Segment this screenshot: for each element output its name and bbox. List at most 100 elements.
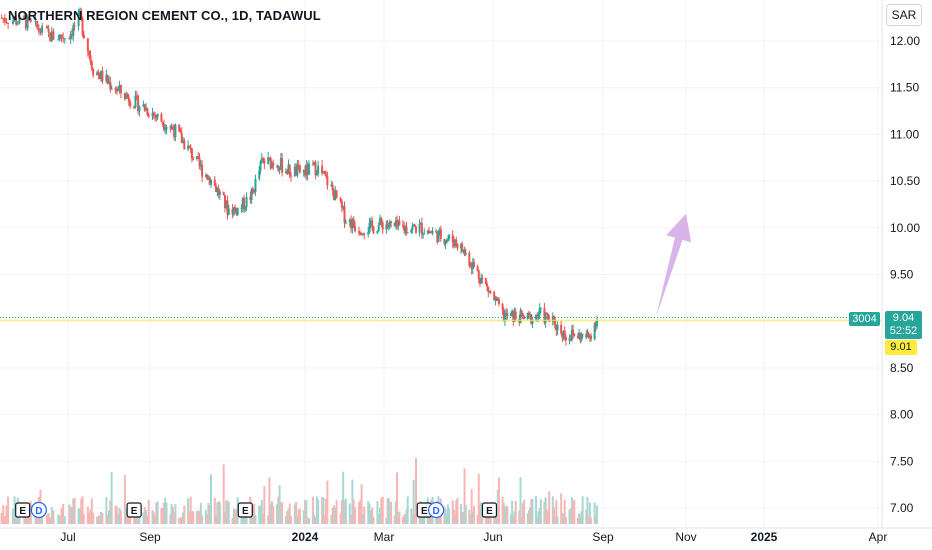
volume-bar <box>461 511 464 524</box>
price-axis[interactable]: 12.0011.5011.0010.5010.009.509.008.508.0… <box>890 34 920 515</box>
candle-body <box>206 174 209 180</box>
candle-body <box>108 81 110 84</box>
volume-bar <box>477 473 480 524</box>
volume-bar <box>360 484 363 524</box>
candle-body <box>462 249 465 252</box>
candle-body <box>436 231 439 243</box>
volume-bar <box>287 508 290 524</box>
volume-bar <box>183 505 186 524</box>
x-tick-label: 2025 <box>751 530 778 544</box>
candle-body <box>469 264 472 266</box>
y-tick-label: 10.50 <box>890 174 920 188</box>
volume-bar <box>227 501 230 524</box>
candle-body <box>199 164 202 167</box>
volume-bar <box>60 508 63 524</box>
candle-body <box>593 323 596 340</box>
candle-body <box>278 169 281 171</box>
candle-body <box>387 225 390 227</box>
candle-body <box>359 232 362 235</box>
candle-body <box>305 164 308 176</box>
volume-bar <box>155 502 158 524</box>
candle-body <box>454 239 457 247</box>
volume-bar <box>386 498 389 524</box>
candle-body <box>129 102 132 107</box>
volume-bar <box>322 497 325 524</box>
volume-bar <box>501 496 504 524</box>
time-axis[interactable]: Jul Sep 2024 Mar Jun Sep Nov 2025 Apr <box>60 530 887 544</box>
candle-body <box>88 51 91 56</box>
volume-bar <box>594 514 597 524</box>
volume-bar <box>63 516 66 524</box>
volume-bar <box>325 498 328 524</box>
volume-bar <box>259 506 262 524</box>
candle-body <box>422 233 425 235</box>
candle-body <box>461 243 464 252</box>
volume-bar <box>404 513 407 524</box>
candle-body <box>398 220 401 225</box>
volume-bar <box>563 499 566 524</box>
volume-bar <box>478 505 481 524</box>
volume-bar <box>401 517 404 524</box>
volume-bar <box>369 510 372 524</box>
volume-bar <box>554 516 557 524</box>
candle-body <box>188 145 191 148</box>
volume-bar <box>462 512 465 524</box>
x-tick-label: Apr <box>869 530 888 544</box>
candle-body <box>354 226 357 232</box>
volume-bar <box>476 514 479 524</box>
candle-body <box>325 174 328 177</box>
volume-bar <box>118 508 121 524</box>
volume-bar <box>596 505 599 524</box>
volume-bar <box>385 517 388 524</box>
volume-bar <box>523 499 526 524</box>
volume-bar <box>50 507 53 524</box>
volume-bar <box>413 513 416 524</box>
candle-body <box>45 26 48 29</box>
volume-bar <box>147 500 150 524</box>
candle-body <box>190 148 193 159</box>
candle-body <box>81 18 84 35</box>
currency-button[interactable]: SAR <box>886 4 922 26</box>
candle-body <box>258 170 261 179</box>
volume-bar <box>411 515 414 524</box>
volume-bar <box>204 510 207 524</box>
volume-bar <box>512 516 515 524</box>
candle-body <box>344 222 347 224</box>
candle-body <box>215 185 218 192</box>
volume-bar <box>234 510 237 524</box>
volume-bar <box>72 498 75 524</box>
volume-bar <box>305 500 308 524</box>
candle-body <box>286 171 289 175</box>
candle-body <box>201 164 204 177</box>
volume-bar <box>179 517 182 524</box>
candle-body <box>284 171 287 173</box>
candle-body <box>379 218 382 225</box>
volume-bar <box>258 505 261 524</box>
volume-bar <box>562 514 565 524</box>
volume-bar <box>262 514 265 524</box>
volume-bar <box>279 502 282 524</box>
volume-bar <box>164 497 167 524</box>
candle-body <box>146 108 149 115</box>
candle-body <box>110 88 113 90</box>
volume-bar <box>108 510 110 524</box>
candle-body <box>296 164 299 176</box>
volume-bar <box>351 479 354 524</box>
candle-body <box>330 184 333 186</box>
candle-body <box>555 327 558 331</box>
candle-body <box>152 112 155 115</box>
volume-bar <box>590 517 593 524</box>
volume-bar <box>354 507 357 524</box>
candle-body <box>590 335 593 340</box>
volume-bar <box>503 508 506 524</box>
x-tick-label: Nov <box>675 530 696 544</box>
volume-bar <box>547 512 549 524</box>
candle-body <box>512 310 515 322</box>
candle-body <box>573 333 576 336</box>
volume-bar <box>537 511 540 524</box>
volume-bar <box>206 514 209 524</box>
chart-title: NORTHERN REGION CEMENT CO., 1D, TADAWUL <box>8 8 321 23</box>
volume-bar <box>444 508 447 524</box>
volume-bar <box>587 515 590 524</box>
